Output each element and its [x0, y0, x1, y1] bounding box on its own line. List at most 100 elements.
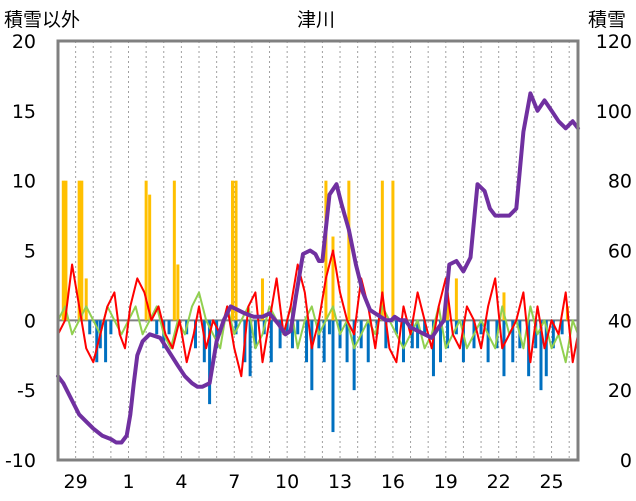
negative-bar	[416, 320, 420, 349]
negative-bar	[290, 320, 294, 349]
negative-bar	[234, 320, 238, 335]
negative-bar	[104, 320, 108, 363]
negative-bar	[384, 320, 388, 349]
right-tick-label: 40	[608, 310, 632, 332]
snowfall-bar	[391, 180, 395, 321]
left-tick-label: -10	[5, 450, 36, 472]
negative-bar	[193, 320, 197, 349]
negative-bar	[539, 320, 543, 391]
negative-bar	[410, 320, 414, 349]
snowfall-bar	[144, 180, 148, 321]
snowfall-bar	[331, 236, 335, 321]
negative-bar	[322, 320, 326, 363]
negative-bar	[248, 320, 252, 377]
x-tick-label: 29	[64, 471, 88, 493]
bar-series	[61, 180, 569, 433]
negative-bar	[278, 320, 282, 349]
x-tick-label: 25	[539, 471, 563, 493]
snowfall-bar	[231, 180, 235, 321]
negative-bar	[366, 320, 370, 363]
negative-bar	[345, 320, 349, 363]
snowfall-bar	[176, 264, 180, 321]
negative-bar	[285, 320, 289, 335]
negative-bar	[544, 320, 548, 377]
left-tick-label: 5	[24, 241, 36, 263]
right-tick-label: 120	[596, 31, 632, 53]
negative-bar	[511, 320, 515, 363]
x-tick-label: 7	[228, 471, 240, 493]
x-tick-label: 1	[122, 471, 134, 493]
snowfall-bar	[84, 278, 88, 321]
negative-bar	[95, 320, 99, 363]
negative-bar	[401, 320, 405, 363]
left-tick-label: 10	[12, 171, 36, 193]
negative-bar	[327, 320, 331, 335]
line-series	[56, 91, 580, 445]
negative-bar	[269, 320, 273, 363]
right-tick-label: 80	[608, 171, 632, 193]
snowfall-bar	[80, 180, 84, 321]
negative-bar	[461, 320, 465, 363]
x-tick-label: 22	[487, 471, 511, 493]
x-tick-label: 19	[434, 471, 458, 493]
negative-bar	[109, 320, 113, 335]
negative-bar	[423, 320, 427, 335]
snowfall-bar	[148, 194, 152, 321]
negative-bar	[331, 320, 335, 433]
snowfall-bar	[347, 180, 351, 321]
negative-bar	[439, 320, 443, 363]
snow_depth-line	[56, 91, 580, 445]
left-axis-label: 積雪以外	[4, 9, 80, 31]
negative-bar	[155, 320, 159, 335]
snowfall-bar	[260, 278, 264, 321]
negative-bar	[479, 320, 483, 335]
right-tick-label: 100	[596, 101, 632, 123]
negative-bar	[551, 320, 555, 349]
chart-title: 津川	[297, 9, 335, 31]
negative-bar	[502, 320, 506, 377]
negative-bar	[446, 320, 450, 349]
snowfall-bar	[61, 180, 65, 321]
left-axis-ticks: -10 -5 0 5 10 15 20	[5, 31, 36, 472]
negative-bar	[296, 320, 300, 335]
snowfall-bar	[234, 180, 238, 321]
negative-bar	[310, 320, 314, 391]
plot-frame	[56, 39, 580, 462]
x-tick-label: 13	[328, 471, 352, 493]
snowfall-bar	[64, 180, 68, 321]
x-axis-ticks: 29 1 4 7 10 13 16 19 22 25	[64, 471, 564, 493]
negative-bar	[534, 320, 538, 349]
negative-bar	[208, 320, 212, 405]
negative-bar	[431, 320, 435, 377]
snowfall-bar	[446, 292, 450, 321]
humidity-line	[57, 291, 579, 364]
snowfall-bar	[77, 180, 81, 321]
negative-bar	[167, 320, 171, 335]
negative-bar	[352, 320, 356, 391]
negative-bar	[394, 320, 398, 335]
right-axis-label: 積雪	[588, 9, 626, 31]
left-tick-label: 20	[12, 31, 36, 53]
x-tick-label: 16	[381, 471, 405, 493]
negative-bar	[305, 320, 309, 363]
left-tick-label: -5	[17, 380, 36, 402]
temperature-line	[57, 249, 579, 378]
x-tick-label: 4	[175, 471, 187, 493]
snowfall-bar	[454, 278, 458, 321]
snowfall-bar	[324, 180, 328, 321]
right-axis-ticks: 0 20 40 60 80 100 120	[596, 31, 632, 472]
snowfall-bar	[380, 180, 384, 321]
x-tick-label: 10	[275, 471, 299, 493]
snowfall-bar	[172, 180, 176, 321]
negative-bar	[253, 320, 257, 349]
negative-bar	[560, 320, 564, 335]
right-tick-label: 0	[620, 450, 632, 472]
left-tick-label: 15	[12, 101, 36, 123]
negative-bar	[215, 320, 219, 349]
negative-bar	[88, 320, 92, 335]
right-tick-label: 60	[608, 241, 632, 263]
snowfall-bar	[502, 292, 506, 321]
right-tick-label: 20	[608, 380, 632, 402]
left-tick-label: 0	[24, 310, 36, 332]
